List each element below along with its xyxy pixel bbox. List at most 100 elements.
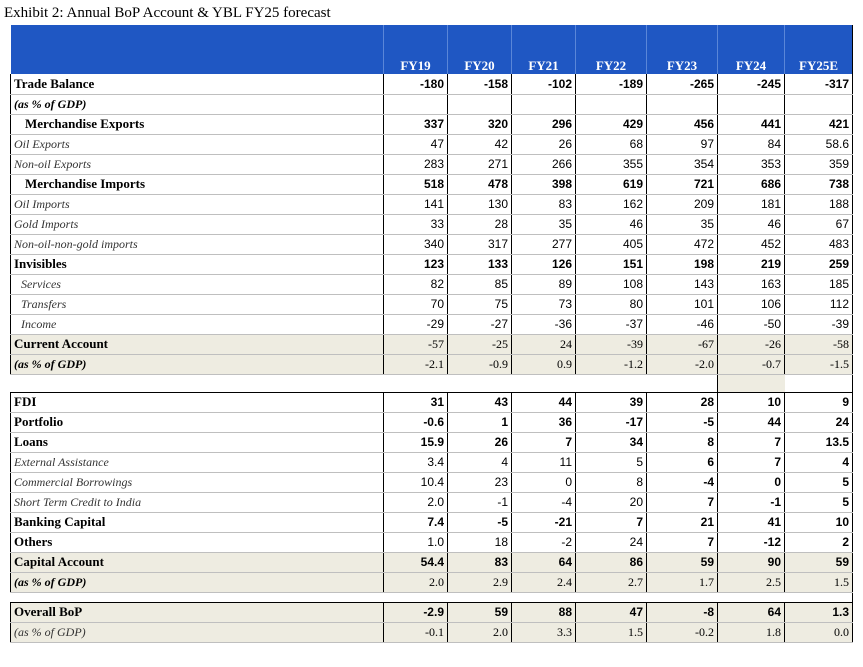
cell: 266: [511, 154, 576, 175]
cell: 41: [717, 512, 785, 533]
cell: 4: [784, 452, 853, 473]
cell: 4: [447, 452, 512, 473]
cell: 2.7: [575, 572, 647, 593]
cell: 10: [717, 391, 785, 413]
cell: [717, 94, 785, 115]
cell: 283: [383, 154, 448, 175]
row-label: Others: [10, 532, 384, 553]
cell: 28: [447, 214, 512, 235]
cell: 68: [575, 134, 647, 155]
table-row: Commercial Borrowings 10.4 23 0 8 -4 0 5: [10, 472, 853, 493]
cell: -102: [511, 74, 576, 95]
cell: 472: [646, 234, 718, 255]
table-row: FDI 31 43 44 39 28 10 9: [10, 391, 853, 413]
row-label: Invisibles: [10, 254, 384, 275]
table-row: Non-oil-non-gold imports 340 317 277 405…: [10, 234, 853, 255]
cell: 7.4: [383, 512, 448, 533]
cell: -317: [784, 74, 853, 95]
table-row: Portfolio -0.6 1 36 -17 -5 44 24: [10, 412, 853, 433]
cell: 26: [447, 432, 512, 453]
table-row: Invisibles 123 133 126 151 198 219 259: [10, 254, 853, 275]
cell: 429: [575, 114, 647, 135]
cell: -5: [447, 512, 512, 533]
cell: 84: [717, 134, 785, 155]
row-label: Merchandise Imports: [10, 174, 384, 195]
row-label: Oil Imports: [10, 194, 384, 215]
cell: 21: [646, 512, 718, 533]
cell: -1.5: [784, 354, 853, 375]
col-header: FY24: [717, 25, 785, 74]
cell: 3.4: [383, 452, 448, 473]
cell: 686: [717, 174, 785, 195]
cell: 46: [575, 214, 647, 235]
cell: 2: [784, 532, 853, 553]
cell: 185: [784, 274, 853, 295]
cell: 108: [575, 274, 647, 295]
col-header: FY23: [646, 25, 718, 74]
cell: 0.0: [784, 622, 853, 643]
cell: 86: [575, 552, 647, 573]
cell: 24: [575, 532, 647, 553]
row-label: Oil Exports: [10, 134, 384, 155]
cell: 259: [784, 254, 853, 275]
row-label: (as % of GDP): [10, 622, 384, 643]
cell: 82: [383, 274, 448, 295]
row-label: Portfolio: [10, 412, 384, 433]
row-label: Non-oil-non-gold imports: [10, 234, 384, 255]
col-header: FY25E: [784, 25, 853, 74]
cell: 7: [646, 492, 718, 513]
cell: -57: [383, 334, 448, 355]
table-row: Income -29 -27 -36 -37 -46 -50 -39: [10, 314, 853, 335]
cell: -0.2: [646, 622, 718, 643]
cell: 151: [575, 254, 647, 275]
cell: 89: [511, 274, 576, 295]
cell: 112: [784, 294, 853, 315]
cell: -0.1: [383, 622, 448, 643]
cell: 2.4: [511, 572, 576, 593]
cell: -27: [447, 314, 512, 335]
cell: -245: [717, 74, 785, 95]
spacer-cell: [11, 374, 718, 392]
cell: 198: [646, 254, 718, 275]
row-label: Services: [10, 274, 384, 295]
cell: 42: [447, 134, 512, 155]
cell: 1.7: [646, 572, 718, 593]
row-label: Current Account: [10, 334, 384, 355]
exhibit-title: Exhibit 2: Annual BoP Account & YBL FY25…: [4, 5, 331, 21]
header-row: FY19 FY20 FY21 FY22 FY23 FY24 FY25E: [10, 25, 853, 74]
cell: 1.3: [784, 601, 853, 623]
cell: 59: [646, 552, 718, 573]
row-label: Gold Imports: [10, 214, 384, 235]
cell: -1: [447, 492, 512, 513]
cell: 47: [383, 134, 448, 155]
cell: 34: [575, 432, 647, 453]
cell: 1: [447, 412, 512, 433]
cell: -26: [717, 334, 785, 355]
col-header: FY20: [447, 25, 512, 74]
cell: 83: [447, 552, 512, 573]
cell: 441: [717, 114, 785, 135]
cell: -29: [383, 314, 448, 335]
cell: 35: [511, 214, 576, 235]
cell: 73: [511, 294, 576, 315]
cell: 75: [447, 294, 512, 315]
cell: 24: [511, 334, 576, 355]
cell: -189: [575, 74, 647, 95]
cell: [646, 94, 718, 115]
table-row: Gold Imports 33 28 35 46 35 46 67: [10, 214, 853, 235]
row-label: Loans: [10, 432, 384, 453]
cell: 163: [717, 274, 785, 295]
row-label: Banking Capital: [10, 512, 384, 533]
cell: 7: [511, 432, 576, 453]
cell: 1.8: [717, 622, 785, 643]
cell: 1.5: [575, 622, 647, 643]
cell: 478: [447, 174, 512, 195]
table-row: Oil Imports 141 130 83 162 209 181 188: [10, 194, 853, 215]
cell: 2.0: [383, 492, 448, 513]
cell: -0.9: [447, 354, 512, 375]
cell: -1.2: [575, 354, 647, 375]
cell: 130: [447, 194, 512, 215]
cell: 8: [575, 472, 647, 493]
cell: 6: [646, 452, 718, 473]
row-label: Overall BoP: [10, 601, 384, 623]
